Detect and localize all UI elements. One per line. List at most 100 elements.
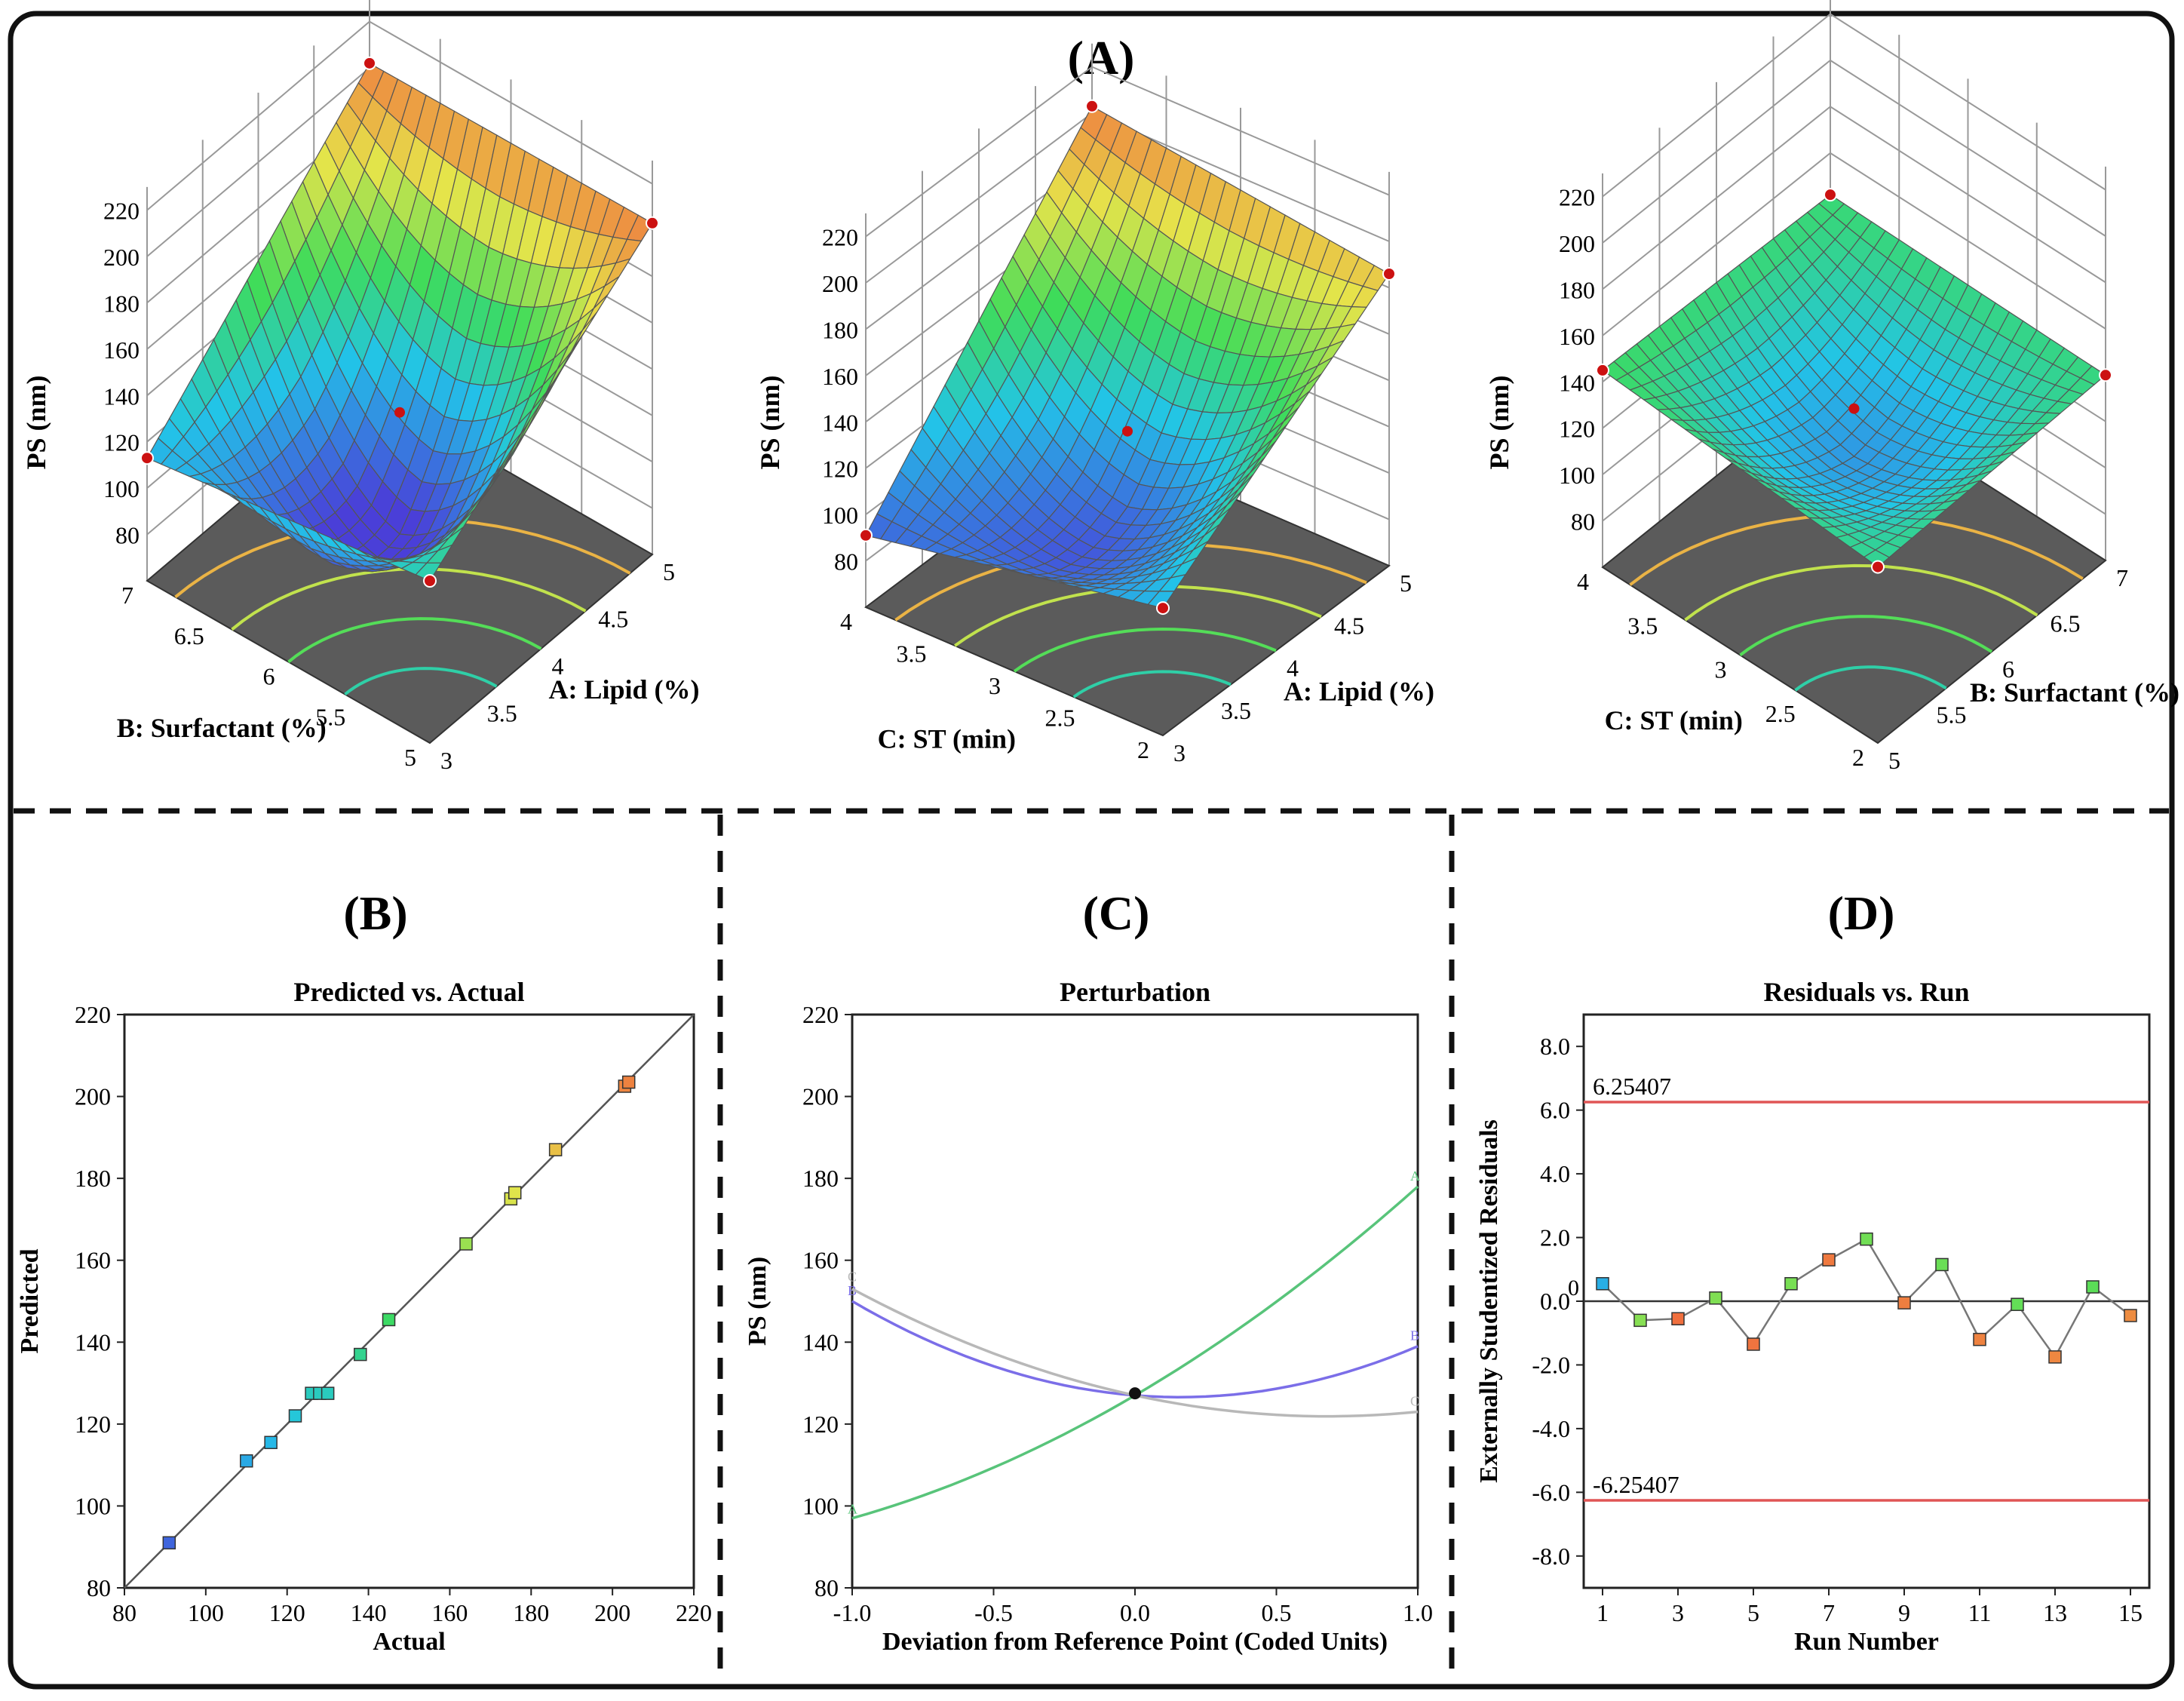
y-tick-label: 6 <box>263 663 275 690</box>
x-tick-label: 160 <box>431 1599 468 1626</box>
design-point <box>1871 560 1885 574</box>
residual-line <box>1602 1238 2131 1359</box>
panel-label-d: (D) <box>1828 886 1895 940</box>
y-tick-label: 2.5 <box>1765 700 1796 727</box>
surface-cell <box>415 562 442 582</box>
x-tick-label: 5.5 <box>1937 702 1967 729</box>
upper-limit-label: 6.25407 <box>1593 1073 1671 1100</box>
y-tick-label: 2 <box>1852 744 1864 771</box>
y-tick-label: 5.5 <box>315 703 345 730</box>
x-tick-label: 3 <box>440 747 452 774</box>
chart-title: Predicted vs. Actual <box>293 977 524 1007</box>
z-tick-label: 80 <box>834 548 858 576</box>
z-tick-label: 120 <box>822 456 858 483</box>
z-axis-label: PS (nm) <box>21 376 51 470</box>
series-label-A: A <box>1410 1168 1420 1184</box>
z-tick-label: 180 <box>822 316 858 343</box>
z-tick-label: 140 <box>103 382 140 410</box>
x-tick-label: 5 <box>1747 1599 1759 1626</box>
floor-contour-line <box>287 617 542 664</box>
y-axis-label: B: Surfactant (%) <box>117 713 327 743</box>
panel-label-a: (A) <box>1068 31 1135 84</box>
series-label-A: A <box>848 1502 857 1517</box>
z-tick-label: 160 <box>103 336 140 364</box>
floor-contour-line <box>1072 670 1232 699</box>
z-tick-label: 100 <box>822 502 858 529</box>
x-tick-label: 13 <box>2043 1599 2067 1626</box>
surface-plot-2: 80 100 120 140 160 180 200 220 PS (nm) 3 3.5 4 4.5 5 2… <box>755 43 1434 766</box>
wall-grid-line <box>865 66 1390 238</box>
zero-label: 0 <box>1568 1276 1579 1300</box>
x-tick-label: 80 <box>112 1599 136 1626</box>
z-axis-label: PS (nm) <box>755 376 785 470</box>
x-tick-label: 140 <box>351 1599 387 1626</box>
floor-contour-line <box>344 667 498 696</box>
z-tick-label: 100 <box>1559 462 1595 489</box>
residual-point <box>1633 1313 1647 1328</box>
y-axis-label: PS (nm) <box>744 1257 771 1346</box>
x-tick-label: 3.5 <box>487 700 517 727</box>
surface-plot-1: 80 100 120 140 160 180 200 220 PS (nm) 3 3.5 4 4.5 5 5… <box>21 0 700 774</box>
residual-point <box>1709 1291 1722 1305</box>
residual-point <box>2011 1297 2024 1311</box>
y-tick-label: 3.5 <box>897 640 927 668</box>
y-tick-label: 7 <box>121 582 133 609</box>
design-point <box>1085 99 1099 113</box>
y-tick-label: 3.5 <box>1627 612 1658 639</box>
y-tick-label: 120 <box>75 1411 111 1438</box>
residual-point <box>2124 1309 2137 1322</box>
plot-frame <box>851 1013 1419 1589</box>
floor-contour-line <box>1794 665 1947 692</box>
y-tick-label: -4.0 <box>1532 1415 1570 1442</box>
residuals-vs-run-chart: Residuals vs. Run -8.0 -6.0 -4.0 -2.0 0.0 2.0 4… <box>1475 977 2151 1656</box>
x-tick-label: 1 <box>1597 1599 1609 1626</box>
x-tick-label: 200 <box>594 1599 630 1626</box>
x-tick-label: 3.5 <box>1221 697 1251 724</box>
x-tick-label: 7 <box>1823 1599 1835 1626</box>
residual-point <box>1935 1257 1949 1272</box>
z-tick-label: 200 <box>103 244 140 271</box>
y-tick-label: 140 <box>802 1328 839 1356</box>
x-tick-label: 120 <box>269 1599 305 1626</box>
x-axis-label: Run Number <box>1794 1628 1939 1656</box>
x-axis-label: A: Lipid (%) <box>548 674 699 705</box>
wall-grid-line <box>1602 106 2106 290</box>
z-tick-label: 220 <box>1559 184 1595 211</box>
y-tick-label: 5 <box>404 744 416 771</box>
residual-point <box>1747 1337 1760 1351</box>
x-tick-label: 4.5 <box>1334 612 1364 639</box>
floor-contour-line <box>1013 627 1277 673</box>
data-point <box>288 1409 302 1423</box>
design-point <box>1848 403 1860 414</box>
design-point <box>1382 267 1396 281</box>
chart-title: Perturbation <box>1060 977 1210 1007</box>
residual-point <box>2086 1280 2100 1294</box>
floor-contour-line <box>1739 615 1993 657</box>
y-axis-label: Externally Studentized Residuals <box>1475 1119 1503 1483</box>
data-point <box>459 1237 473 1251</box>
x-tick-label: 6 <box>2002 656 2014 683</box>
x-tick-label: 0.5 <box>1262 1599 1292 1626</box>
series-label-C: C <box>848 1270 857 1285</box>
y-tick-label: 4.0 <box>1540 1160 1570 1187</box>
y-axis-label: C: ST (min) <box>878 724 1016 754</box>
y-tick-label: -2.0 <box>1532 1351 1570 1378</box>
y-tick-label: -8.0 <box>1532 1543 1570 1570</box>
x-axis-label: Actual <box>373 1628 445 1656</box>
wall-grid-line <box>1602 152 2106 336</box>
z-tick-label: 160 <box>822 363 858 390</box>
x-axis-label: B: Surfactant (%) <box>1970 677 2179 708</box>
wall-grid-line <box>1602 13 2106 198</box>
plot-frame <box>123 1013 695 1589</box>
x-tick-label: 5 <box>663 558 675 585</box>
x-tick-label: 15 <box>2118 1599 2143 1626</box>
y-tick-label: 0.0 <box>1540 1288 1570 1315</box>
x-tick-label: 7 <box>2116 564 2128 591</box>
x-tick-label: -1.0 <box>833 1599 872 1626</box>
design-point <box>394 407 405 418</box>
design-point <box>363 56 376 70</box>
z-tick-label: 200 <box>822 270 858 297</box>
y-tick-label: 220 <box>75 1001 111 1028</box>
design-point <box>1156 601 1170 616</box>
